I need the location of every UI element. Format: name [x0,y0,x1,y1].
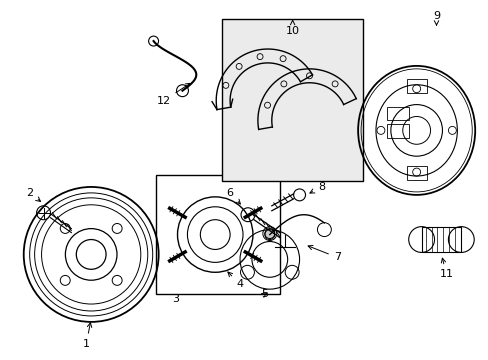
Text: 1: 1 [82,323,92,349]
Bar [386,107,408,121]
Bar [406,166,426,180]
Text: 9: 9 [432,11,439,25]
Text: 11: 11 [439,258,452,279]
Bar [386,125,408,138]
Text: 2: 2 [26,188,41,202]
Text: 5: 5 [261,289,268,299]
Bar [155,175,279,294]
Circle shape [264,229,274,239]
Text: 8: 8 [309,182,325,193]
Text: 4: 4 [227,272,243,289]
Text: 3: 3 [172,294,179,304]
Text: 12: 12 [156,84,190,105]
Text: 10: 10 [285,20,299,36]
Bar [406,79,426,93]
Text: 7: 7 [307,246,340,262]
Text: 6: 6 [226,188,240,204]
Bar [421,227,460,252]
Bar [222,19,362,181]
